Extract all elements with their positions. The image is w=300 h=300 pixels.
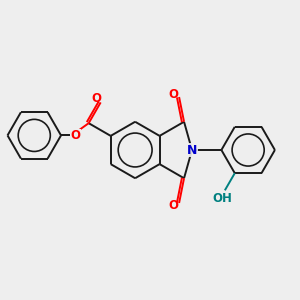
Text: O: O	[168, 200, 178, 212]
Text: OH: OH	[212, 192, 232, 205]
Text: O: O	[71, 129, 81, 142]
Text: N: N	[187, 143, 197, 157]
Text: O: O	[92, 92, 102, 105]
Text: O: O	[168, 88, 178, 100]
